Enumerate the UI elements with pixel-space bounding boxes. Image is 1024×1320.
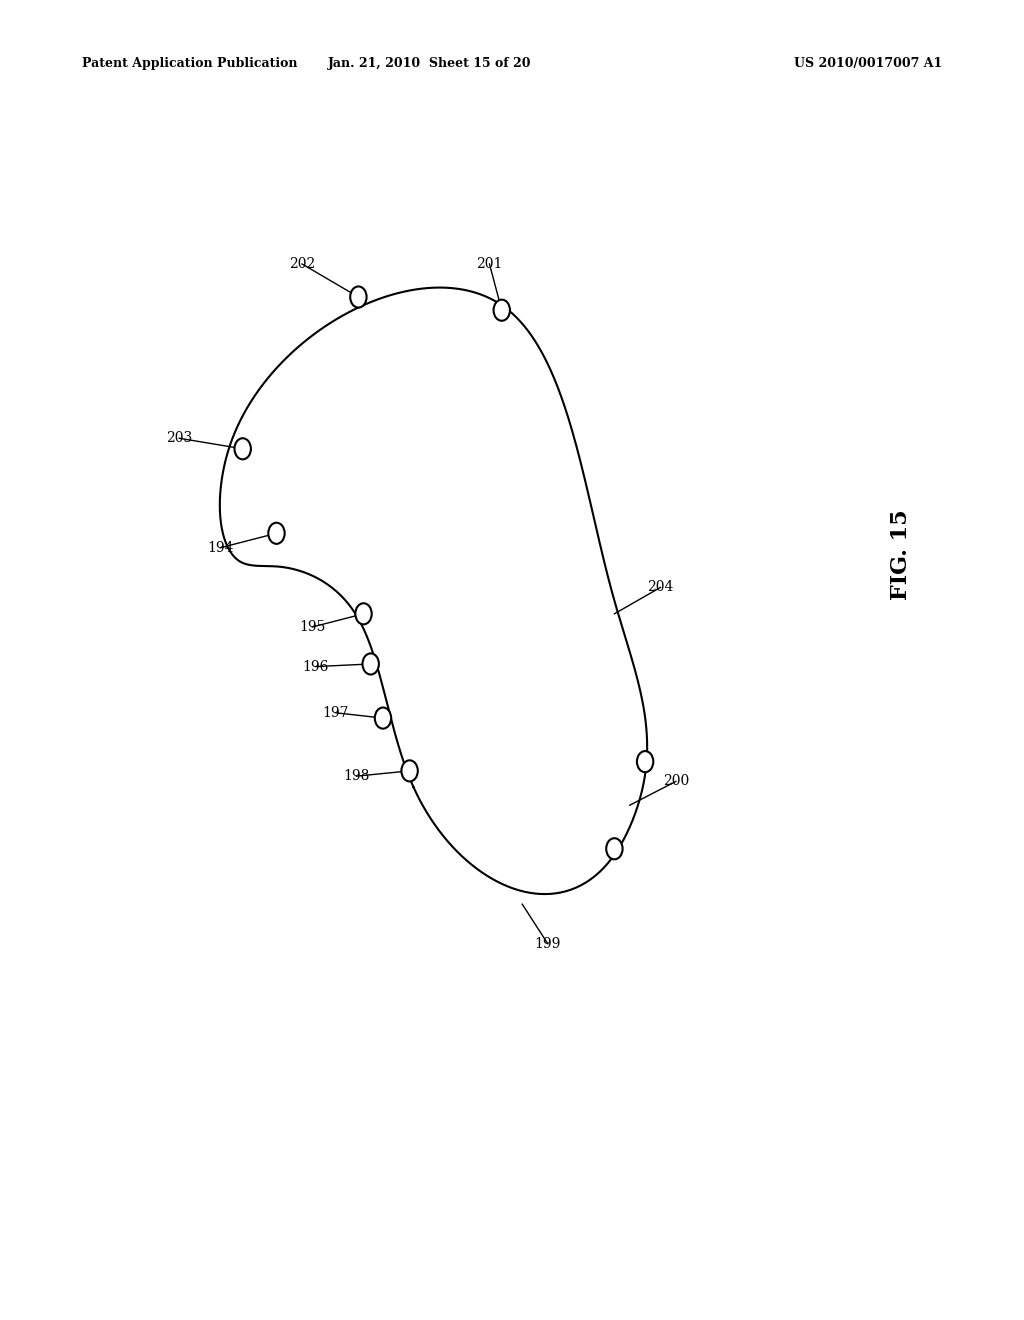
Circle shape — [494, 300, 510, 321]
Circle shape — [637, 751, 653, 772]
Text: Jan. 21, 2010  Sheet 15 of 20: Jan. 21, 2010 Sheet 15 of 20 — [329, 57, 531, 70]
Circle shape — [350, 286, 367, 308]
Text: 194: 194 — [207, 541, 233, 554]
Circle shape — [268, 523, 285, 544]
Text: FIG. 15: FIG. 15 — [890, 510, 912, 599]
Text: 202: 202 — [289, 257, 315, 271]
Text: 204: 204 — [647, 581, 674, 594]
Text: 198: 198 — [343, 770, 370, 783]
Text: US 2010/0017007 A1: US 2010/0017007 A1 — [794, 57, 942, 70]
Text: 195: 195 — [299, 620, 326, 634]
Circle shape — [401, 760, 418, 781]
Circle shape — [375, 708, 391, 729]
Circle shape — [234, 438, 251, 459]
Circle shape — [362, 653, 379, 675]
Text: 201: 201 — [476, 257, 503, 271]
Text: 200: 200 — [663, 775, 689, 788]
Text: 203: 203 — [166, 432, 193, 445]
Text: 196: 196 — [302, 660, 329, 673]
Circle shape — [606, 838, 623, 859]
Text: 197: 197 — [323, 706, 349, 719]
Text: Patent Application Publication: Patent Application Publication — [82, 57, 297, 70]
Text: 199: 199 — [535, 937, 561, 950]
Circle shape — [355, 603, 372, 624]
